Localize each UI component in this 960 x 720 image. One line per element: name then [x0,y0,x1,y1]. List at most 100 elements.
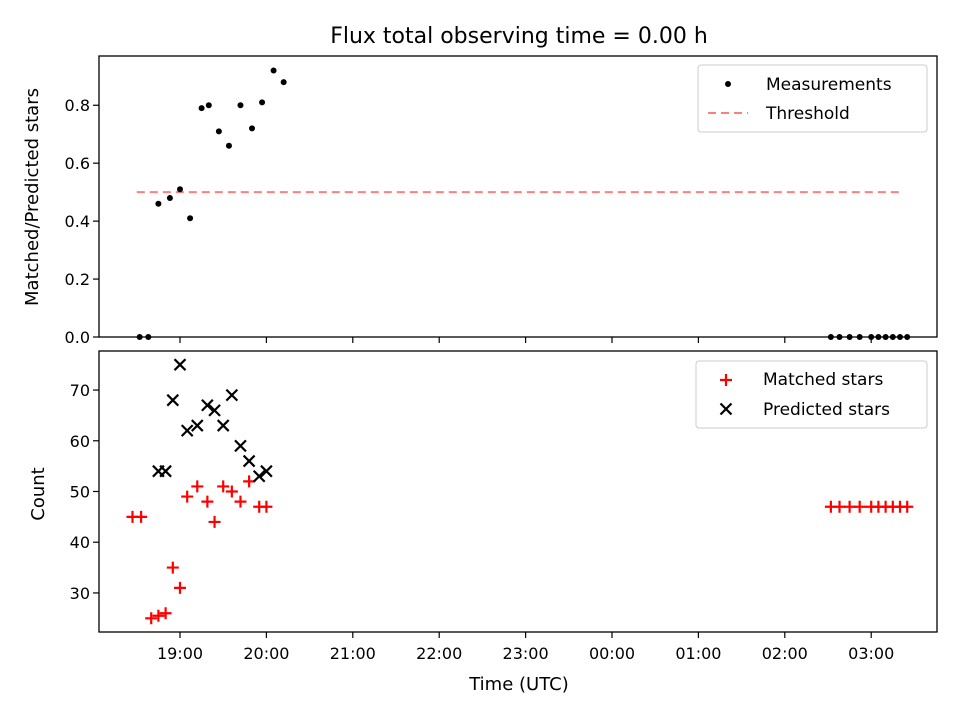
predicted-star-point [208,404,221,417]
bottom-plot-marks [126,358,914,625]
x-tick-label: 02:00 [762,644,808,663]
matched-star-point [833,500,846,513]
matched-star-point [234,495,247,508]
top-y-axis: 0.0 0.2 0.4 0.6 0.8 [65,96,99,347]
y-tick-label: 0.2 [65,270,90,289]
bottom-legend: Matched stars Predicted stars [695,360,928,429]
y-tick-label: 0.6 [65,154,90,173]
matched-star-point [843,500,856,513]
matched-star-point [208,515,221,528]
bottom-y-axis-label: Count [28,467,49,520]
matched-star-point [901,500,914,513]
x-tick-label: 03:00 [848,644,894,663]
measurement-point [875,334,882,340]
top-x-axis-ticks [179,337,872,343]
measurement-point [215,128,222,135]
measurement-point [856,334,863,340]
measurement-point [177,186,183,193]
measurement-point [145,334,152,340]
measurement-point [280,79,287,86]
predicted-star-point [216,419,230,432]
legend-frame [697,64,928,133]
matched-star-point [152,609,165,622]
measurement-point [237,102,244,109]
measurement-point [259,99,266,106]
legend-label: Measurements [766,75,892,95]
measurement-point [136,334,143,340]
measurement-point [198,105,205,112]
top-legend: Measurements Threshold [697,64,928,133]
predicted-star-point [242,454,256,468]
top-plot-frame [98,55,938,338]
legend-frame [695,360,928,429]
legend-label: Predicted stars [763,400,890,420]
measurement-point [166,194,173,201]
measurement-point [889,334,896,340]
x-tick-label: 20:00 [243,644,289,663]
measurement-point [846,334,853,340]
x-tick-label: 01:00 [675,644,721,663]
legend-marker-measurements [725,81,731,87]
matched-star-point [159,607,172,620]
predicted-star-point [191,419,204,432]
predicted-star-point [159,464,172,478]
bottom-subplot: 30 40 50 60 70 19:00 20:00 21:00 22:00 23:00 00:0… [28,350,938,695]
measurement-point [205,102,212,109]
matched-star-point [166,561,179,574]
matched-star-point [135,510,148,523]
x-tick-label: 23:00 [503,644,549,663]
matched-star-point [260,500,273,513]
y-tick-label: 0.0 [65,328,90,347]
x-axis-label: Time (UTC) [468,674,569,695]
matched-star-point [174,581,186,594]
matched-star-point [201,495,214,508]
y-tick-label: 50 [70,483,90,502]
top-y-axis-label: Matched/Predicted stars [22,88,43,306]
bottom-x-axis: 19:00 20:00 21:00 22:00 23:00 00:00 01:00 02:00… [157,632,894,663]
matched-star-point [145,612,158,625]
bottom-y-axis: 30 40 50 60 70 [70,381,99,603]
matched-star-point [225,485,238,498]
x-tick-label: 00:00 [589,644,635,663]
predicted-star-point [260,464,273,478]
matched-star-point [181,490,194,503]
measurement-point [155,200,162,207]
measurement-point [827,334,834,340]
predicted-star-point [201,398,214,412]
y-tick-label: 40 [70,533,90,552]
x-tick-label: 19:00 [157,644,203,663]
legend-label: Matched stars [763,370,883,390]
measurement-point [225,142,232,149]
x-tick-label: 21:00 [330,644,376,663]
predicted-star-point [252,470,266,483]
matched-star-point [191,480,204,493]
y-tick-label: 30 [70,584,90,603]
predicted-star-point [180,424,194,437]
x-tick-label: 22:00 [416,644,462,663]
measurement-point [249,125,255,132]
measurement-point [836,334,843,340]
measurement-point [904,334,911,340]
measurement-point [897,334,903,340]
legend-marker-predicted [719,402,733,416]
y-tick-label: 0.8 [65,96,90,115]
measurement-point [882,334,889,340]
chart-title: Flux total observing time = 0.00 h [330,24,708,49]
matched-star-point [243,475,256,488]
y-tick-label: 60 [70,432,90,451]
measurement-point [187,215,194,222]
legend-label: Threshold [765,104,850,124]
legend-marker-matched [720,374,732,386]
measurement-point [270,67,277,74]
y-tick-label: 70 [70,381,90,400]
matched-star-point [853,500,866,513]
predicted-star-point [234,439,247,453]
top-plot-marks [136,67,911,340]
y-tick-label: 0.4 [65,212,90,231]
predicted-star-point [166,393,180,407]
matched-star-point [217,480,230,493]
top-subplot: 0.00.20.40.60.8 Matched/Predicted stars … [22,55,938,347]
predicted-star-point [173,358,187,371]
predicted-star-point [225,388,239,402]
